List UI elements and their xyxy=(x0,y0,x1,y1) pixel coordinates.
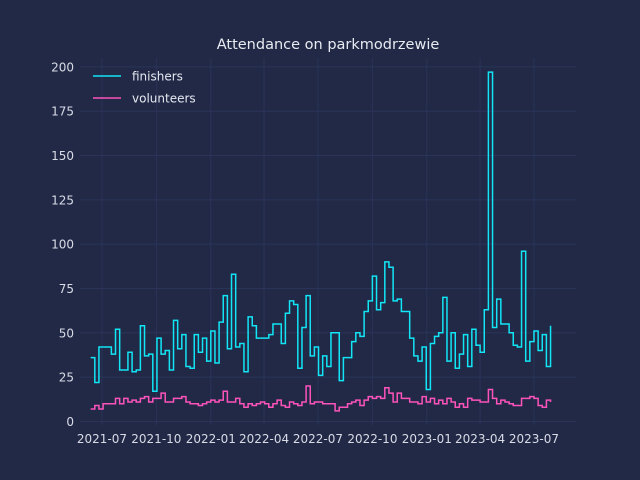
y-axis: 0 25 50 75 100 125 150 175 200 xyxy=(51,60,74,429)
y-tick-label: 25 xyxy=(59,371,74,385)
x-tick-label: 2021-10 xyxy=(131,432,181,446)
x-tick-label: 2022-07 xyxy=(293,432,343,446)
y-tick-label: 200 xyxy=(51,60,74,74)
legend: finishers volunteers xyxy=(93,70,196,106)
x-tick-label: 2022-04 xyxy=(239,432,289,446)
series-group xyxy=(90,71,552,412)
x-tick-label: 2023-07 xyxy=(509,432,559,446)
legend-label-finishers: finishers xyxy=(132,70,183,84)
y-tick-label: 175 xyxy=(51,105,74,119)
legend-label-volunteers: volunteers xyxy=(132,92,196,106)
x-tick-label: 2022-01 xyxy=(186,432,236,446)
y-tick-label: 125 xyxy=(51,193,74,207)
y-tick-label: 150 xyxy=(51,149,74,163)
y-tick-label: 0 xyxy=(66,415,74,429)
y-tick-label: 75 xyxy=(59,282,74,296)
x-tick-label: 2023-04 xyxy=(455,432,505,446)
x-axis: 2021-07 2021-10 2022-01 2022-04 2022-07 2022-… xyxy=(77,432,559,446)
x-tick-label: 2021-07 xyxy=(77,432,127,446)
grid xyxy=(80,58,576,425)
series-line-volunteers xyxy=(90,385,552,412)
chart-title: Attendance on parkmodrzewie xyxy=(217,37,440,53)
y-tick-label: 50 xyxy=(59,326,74,340)
x-tick-label: 2023-01 xyxy=(402,432,452,446)
y-tick-label: 100 xyxy=(51,238,74,252)
x-tick-label: 2022-10 xyxy=(347,432,397,446)
series-line-finishers xyxy=(90,71,552,393)
